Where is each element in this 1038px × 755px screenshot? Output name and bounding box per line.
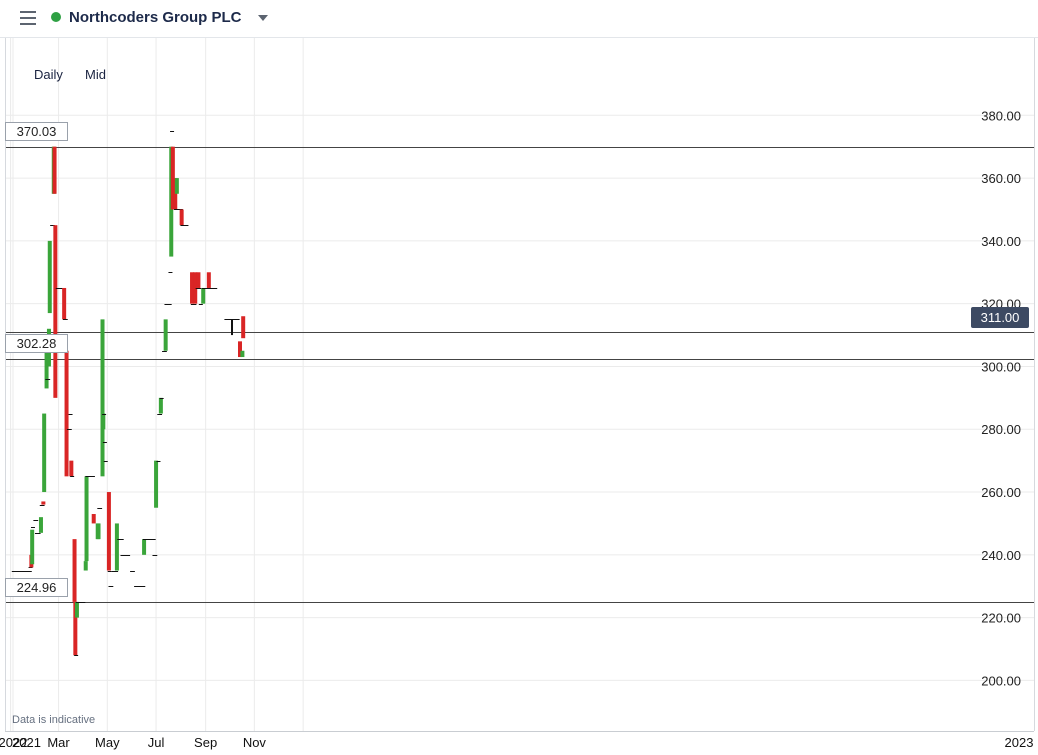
market-status-dot (51, 12, 61, 22)
price-bar (100, 319, 105, 477)
price-bar (52, 146, 57, 194)
mid-price-tag: 302.28 (5, 334, 68, 353)
price-mid-button[interactable]: Mid (85, 67, 106, 82)
price-bar (114, 523, 119, 571)
low-price-tag: 224.96 (5, 578, 68, 597)
price-bar (96, 523, 101, 540)
price-bar (83, 561, 88, 571)
price-bar (62, 287, 67, 320)
price-bar (158, 397, 163, 414)
x-tick-label: Sep (194, 735, 217, 750)
price-bar (64, 350, 69, 477)
y-tick-label: 240.00 (981, 548, 1021, 563)
x-tick-label: Jul (148, 735, 165, 750)
y-tick-label: 260.00 (981, 485, 1021, 500)
price-bar (41, 501, 46, 505)
y-tick-label: 200.00 (981, 673, 1021, 688)
x-tick-label: May (95, 735, 120, 750)
price-bar (196, 272, 201, 288)
price-bar (231, 319, 234, 336)
price-bar (174, 178, 179, 194)
price-chart[interactable]: 200.00220.00240.00260.00280.00300.00320.… (0, 38, 1038, 755)
x-tick-label: 2021 (12, 735, 41, 750)
interval-daily-button[interactable]: Daily (34, 67, 63, 82)
y-tick-label: 380.00 (981, 108, 1021, 123)
hamburger-menu-icon[interactable] (20, 10, 38, 26)
price-bar (142, 539, 147, 555)
data-disclaimer: Data is indicative (12, 714, 96, 726)
price-bar (173, 178, 178, 210)
price-bar (44, 335, 49, 389)
price-bar (73, 601, 78, 656)
price-bar (47, 240, 52, 314)
price-bar (72, 539, 77, 602)
x-tick-label: 2022 (0, 735, 27, 750)
price-bar (84, 476, 89, 562)
price-bar (38, 517, 43, 533)
price-bar (190, 272, 195, 304)
high-price-tag: 370.03 (5, 122, 68, 141)
chevron-down-icon[interactable] (258, 15, 268, 21)
x-tick-label: Nov (243, 735, 267, 750)
price-bar (193, 272, 198, 304)
price-bar (163, 319, 168, 351)
price-bar (69, 460, 74, 477)
y-tick-label: 220.00 (981, 611, 1021, 626)
price-bar (206, 272, 211, 288)
price-bar (201, 287, 206, 304)
price-bar (101, 413, 106, 430)
last-price-tag: 311.00 (971, 307, 1029, 328)
y-tick-label: 340.00 (981, 234, 1021, 249)
price-bar (237, 341, 242, 358)
x-tick-label: 2023 (1005, 735, 1034, 750)
chart-header: Northcoders Group PLC (0, 0, 1038, 38)
y-tick-label: 280.00 (981, 422, 1021, 437)
price-bar (74, 601, 79, 618)
price-bar (154, 460, 159, 508)
price-bar (53, 225, 58, 398)
y-tick-label: 300.00 (981, 359, 1021, 374)
price-bar (240, 350, 245, 358)
price-bar (170, 146, 175, 210)
price-bar (179, 209, 184, 226)
price-bar (91, 514, 96, 524)
price-bar (30, 529, 35, 565)
instrument-title[interactable]: Northcoders Group PLC (69, 9, 242, 26)
price-bar (42, 413, 47, 493)
y-tick-label: 360.00 (981, 171, 1021, 186)
x-tick-label: Mar (47, 735, 70, 750)
price-bar (241, 316, 246, 339)
price-bar (106, 492, 111, 571)
